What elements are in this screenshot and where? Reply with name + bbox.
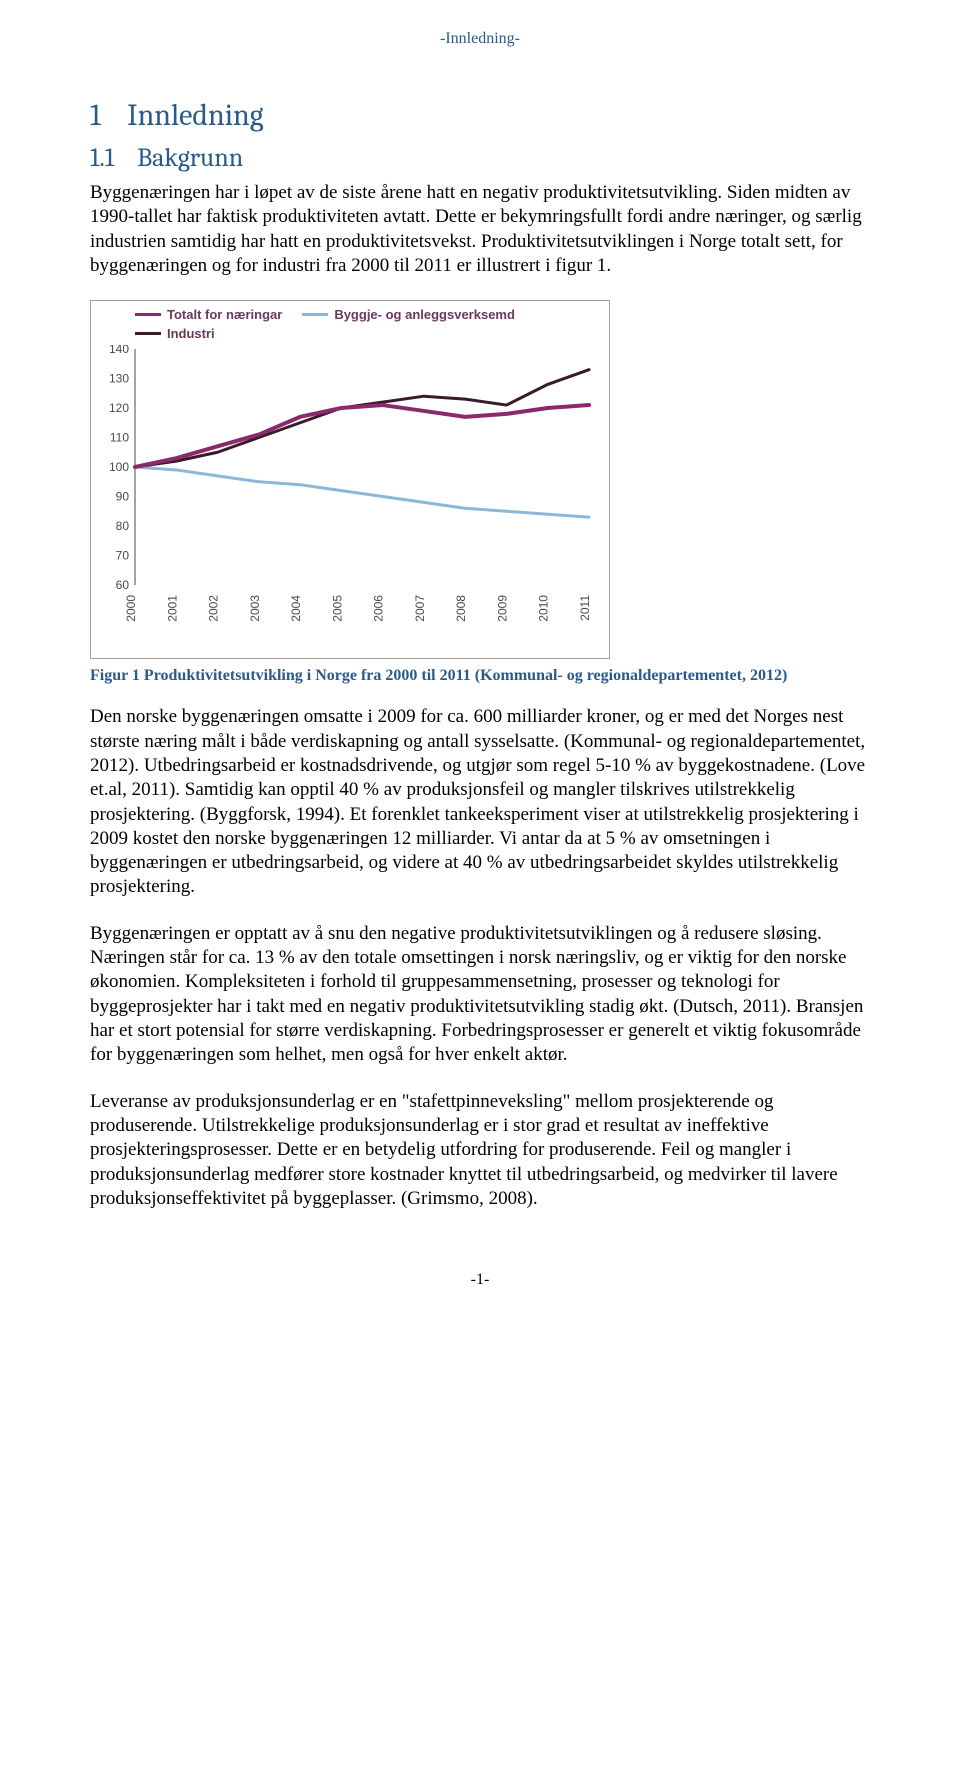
running-header: -Innledning-	[90, 30, 870, 48]
svg-text:2006: 2006	[372, 595, 386, 622]
paragraph-3: Byggenæringen er opptatt av å snu den ne…	[90, 922, 870, 1068]
legend-line-icon	[135, 313, 161, 316]
svg-text:90: 90	[116, 490, 130, 504]
figure-1-chart: Totalt for næringar Byggje- og anleggsve…	[90, 300, 610, 659]
chart-svg: 60 70 80 90 100 110 120 130 140 2000 2001 2002 2003 2…	[99, 345, 599, 645]
svg-text:2004: 2004	[289, 595, 303, 622]
heading-2-num: 1.1	[90, 143, 114, 173]
heading-2-text: Bakgrunn	[137, 143, 243, 173]
svg-text:80: 80	[116, 519, 130, 533]
paragraph-4: Leveranse av produksjonsunderlag er en "…	[90, 1090, 870, 1212]
svg-text:2010: 2010	[537, 595, 551, 622]
svg-text:2002: 2002	[207, 595, 221, 622]
paragraph-2: Den norske byggenæringen omsatte i 2009 …	[90, 705, 870, 900]
legend-label: Industri	[167, 326, 215, 341]
svg-text:2007: 2007	[413, 595, 427, 622]
svg-text:130: 130	[109, 372, 129, 386]
legend-label: Byggje- og anleggsverksemd	[334, 307, 515, 322]
chart-legend: Totalt for næringar Byggje- og anleggsve…	[135, 307, 601, 341]
svg-text:110: 110	[110, 431, 129, 445]
svg-text:2001: 2001	[165, 595, 179, 622]
page-number: -1-	[90, 1271, 870, 1289]
svg-text:2000: 2000	[124, 595, 138, 622]
svg-text:2011: 2011	[578, 595, 592, 621]
heading-1-num: 1	[90, 98, 101, 133]
legend-item-byggje: Byggje- og anleggsverksemd	[302, 307, 515, 322]
svg-text:2005: 2005	[330, 595, 344, 622]
svg-text:2003: 2003	[248, 595, 262, 622]
running-header-text: -Innledning-	[440, 30, 520, 47]
svg-text:100: 100	[109, 460, 129, 474]
legend-label: Totalt for næringar	[167, 307, 282, 322]
svg-text:70: 70	[116, 549, 130, 563]
figure-1-caption: Figur 1 Produktivitetsutvikling i Norge …	[90, 667, 870, 685]
heading-1: 1 Innledning	[90, 98, 870, 133]
legend-item-totalt: Totalt for næringar	[135, 307, 282, 322]
legend-line-icon	[302, 313, 328, 316]
svg-text:60: 60	[116, 578, 130, 592]
heading-1-text: Innledning	[127, 98, 263, 133]
legend-line-icon	[135, 332, 161, 335]
paragraph-1: Byggenæringen har i løpet av de siste år…	[90, 181, 870, 278]
page-number-text: -1-	[471, 1271, 490, 1288]
heading-2: 1.1 Bakgrunn	[90, 143, 870, 173]
svg-text:120: 120	[109, 401, 129, 415]
svg-text:140: 140	[109, 345, 129, 356]
svg-text:2008: 2008	[454, 595, 468, 622]
legend-item-industri: Industri	[135, 326, 601, 341]
svg-text:2009: 2009	[495, 595, 509, 622]
